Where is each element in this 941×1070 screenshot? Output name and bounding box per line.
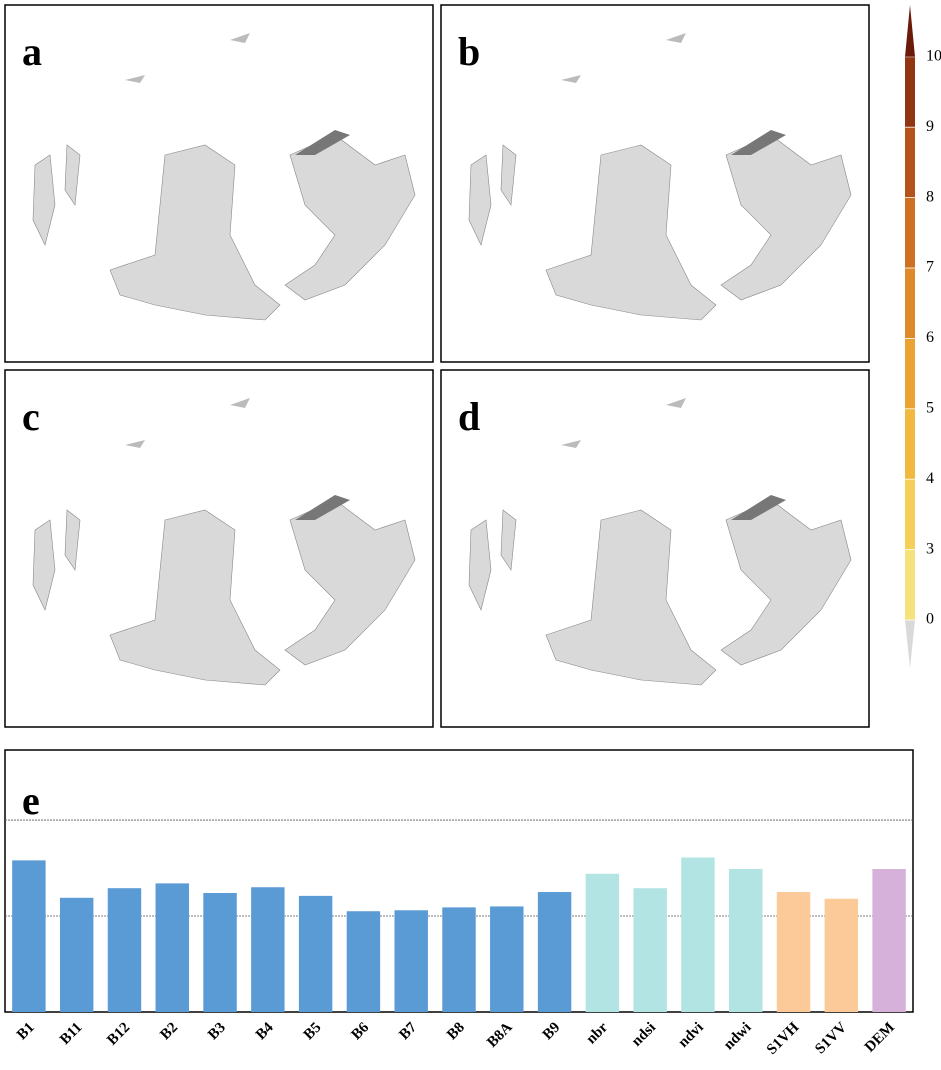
bar	[777, 892, 810, 1012]
x-tick-label: B8A	[484, 1019, 515, 1050]
colorbar-tip	[905, 5, 915, 57]
panel-label: a	[22, 29, 42, 74]
colorbar-label: 6	[926, 329, 934, 346]
colorbar-label: 5	[926, 399, 934, 416]
colorbar-label: 7	[926, 259, 934, 276]
figure: a b c d 0 3 4 5 6 7 8 9 10 e B1 B11 B12 B2 B3 B4 B5 B6 B7 B8…	[0, 0, 941, 1070]
bar	[299, 896, 332, 1012]
x-tick-label: DEM	[862, 1020, 898, 1056]
x-tick-label: B6	[349, 1019, 373, 1043]
bar	[490, 906, 523, 1012]
colorbar-segment	[905, 338, 915, 408]
map-panels: a b c d	[5, 5, 869, 727]
bar	[156, 883, 189, 1012]
colorbar-segment	[905, 127, 915, 197]
bar	[681, 857, 714, 1012]
x-tick-label: B11	[57, 1020, 85, 1048]
colorbar-segment	[905, 409, 915, 479]
bar	[203, 893, 236, 1012]
bar	[538, 892, 571, 1012]
bar	[12, 860, 45, 1012]
x-tick-label: B9	[540, 1020, 564, 1044]
bar	[586, 874, 619, 1012]
colorbar-label: 8	[926, 188, 934, 205]
x-tick-label: nbr	[583, 1019, 611, 1047]
colorbar-segment	[905, 57, 915, 127]
x-tick-label: B4	[253, 1019, 277, 1043]
colorbar-segment	[905, 198, 915, 268]
bar	[729, 869, 762, 1012]
bar	[347, 911, 380, 1012]
x-tick-label: B12	[104, 1020, 133, 1049]
colorbar-tip	[905, 620, 915, 668]
colorbar-segment	[905, 550, 915, 620]
colorbar-segment	[905, 479, 915, 549]
x-tick-label: S1VH	[764, 1019, 803, 1058]
bar	[251, 887, 284, 1012]
panel-label: c	[22, 394, 40, 439]
panel-label: d	[458, 394, 480, 439]
colorbar-label: 4	[926, 470, 934, 487]
x-tick-label: B5	[301, 1020, 325, 1044]
colorbar-segment	[905, 268, 915, 338]
x-tick-label: B7	[396, 1019, 420, 1043]
panel-label: b	[458, 29, 480, 74]
colorbar-label: 0	[926, 611, 934, 628]
colorbar-label: 9	[926, 118, 934, 135]
x-tick-label: ndsi	[629, 1020, 659, 1050]
x-tick-label: B1	[14, 1020, 38, 1044]
bar	[442, 907, 475, 1012]
x-tick-label: B3	[205, 1020, 229, 1044]
bar	[394, 910, 427, 1012]
bar	[60, 898, 93, 1012]
colorbar-label: 3	[926, 540, 934, 557]
bar	[872, 869, 905, 1012]
map	[33, 398, 415, 685]
panel-label: e	[22, 778, 40, 823]
x-tick-label: B8	[444, 1020, 468, 1044]
colorbar-label: 10	[926, 47, 941, 64]
x-tick-label: S1VV	[812, 1019, 850, 1057]
x-tick-label: B2	[157, 1020, 181, 1044]
x-tick-label: ndvi	[675, 1020, 706, 1051]
bar	[108, 888, 141, 1012]
bar	[825, 899, 858, 1012]
x-tick-label: ndwi	[721, 1020, 755, 1054]
map	[33, 33, 415, 320]
map	[469, 33, 851, 320]
colorbar: 0 3 4 5 6 7 8 9 10	[905, 5, 941, 668]
map	[469, 398, 851, 685]
bar	[633, 888, 666, 1012]
